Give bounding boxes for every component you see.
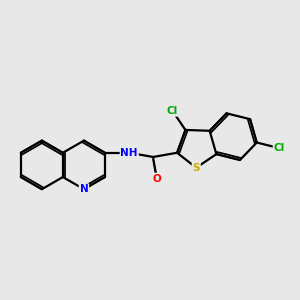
Text: S: S: [193, 163, 200, 173]
Text: NH: NH: [121, 148, 138, 158]
Text: Cl: Cl: [167, 106, 178, 116]
Text: N: N: [80, 184, 88, 194]
Text: O: O: [153, 173, 161, 184]
Text: Cl: Cl: [274, 143, 285, 153]
